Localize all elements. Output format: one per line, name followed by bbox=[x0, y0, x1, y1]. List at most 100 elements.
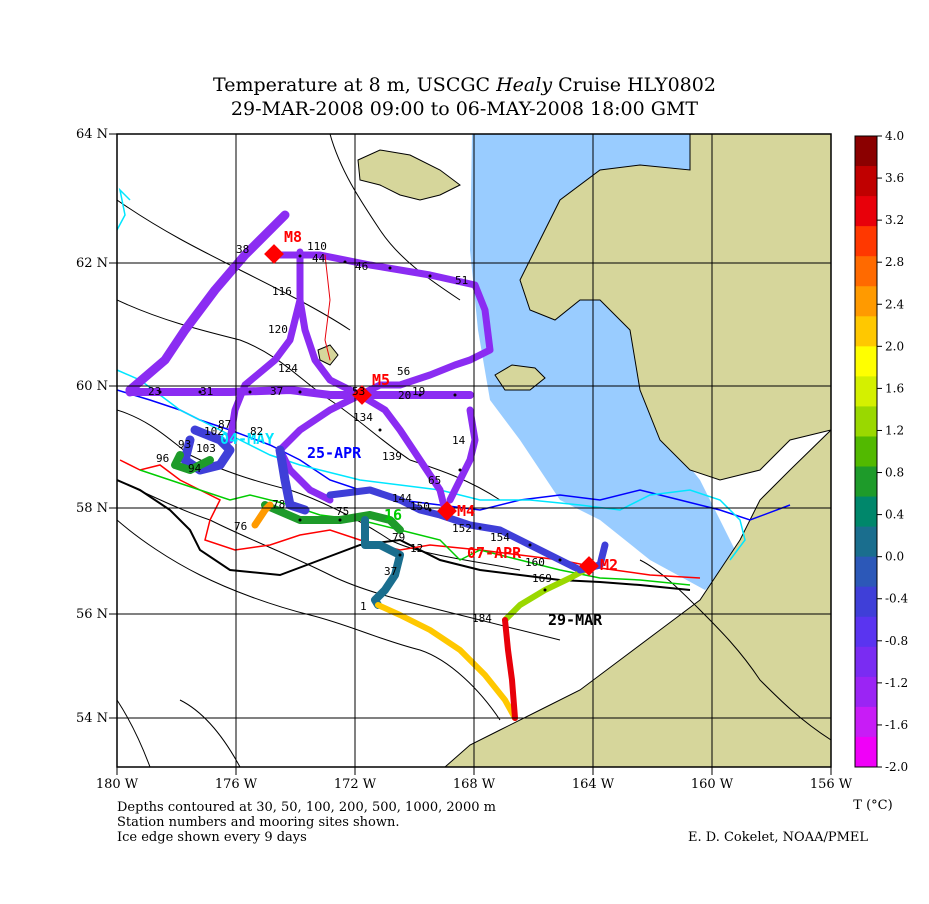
station-label: 19 bbox=[412, 385, 425, 398]
ice-date-07-apr: 07-APR bbox=[467, 544, 522, 562]
station-label: 56 bbox=[397, 365, 410, 378]
track-segment-orange-west bbox=[251, 501, 274, 529]
colorbar-swatch bbox=[855, 736, 877, 768]
station-label: 53 bbox=[352, 385, 365, 398]
depth-contours bbox=[117, 134, 831, 767]
station-label: 65 bbox=[428, 474, 441, 487]
station-label: 144 bbox=[392, 492, 412, 505]
mooring-label-m8: M8 bbox=[284, 228, 302, 246]
station-label: 103 bbox=[196, 442, 216, 455]
station-label: 87 bbox=[218, 418, 231, 431]
colorbar-tick-label: 2.4 bbox=[885, 297, 904, 311]
lon-label: 168 W bbox=[453, 777, 496, 792]
colorbar-tick-label: 3.6 bbox=[885, 171, 904, 185]
mooring-marker-m8[interactable] bbox=[264, 244, 284, 264]
colorbar-swatch bbox=[855, 256, 877, 287]
track-segment-thin-red bbox=[324, 254, 331, 361]
lon-label: 156 W bbox=[810, 777, 853, 792]
lat-label: 54 N bbox=[76, 711, 108, 726]
colorbar-swatch bbox=[855, 706, 877, 738]
colorbar-tick-label: 0.4 bbox=[885, 508, 904, 522]
station-label: 76 bbox=[234, 520, 247, 533]
station-label: 94 bbox=[188, 462, 202, 475]
station-label: 124 bbox=[278, 362, 298, 375]
lat-label: 62 N bbox=[76, 256, 108, 271]
colorbar-tick-label: 4.0 bbox=[885, 129, 904, 143]
map-area bbox=[117, 134, 831, 767]
lat-label: 56 N bbox=[76, 607, 108, 622]
mooring-label-m2: M2 bbox=[600, 556, 618, 574]
colorbar-tick-label: -0.8 bbox=[885, 634, 908, 648]
cruise-track bbox=[125, 210, 609, 721]
footer-stations: Station numbers and mooring sites shown. bbox=[117, 815, 400, 830]
ice-edge-04-may-north bbox=[117, 187, 131, 231]
ice-edge-29-mar bbox=[117, 479, 691, 591]
colorbar-swatch bbox=[855, 616, 877, 648]
colorbar-swatch bbox=[855, 346, 877, 377]
mooring-marker-m5[interactable] bbox=[352, 385, 372, 405]
mooring-marker-m2[interactable] bbox=[579, 556, 599, 576]
track-segment-red-south bbox=[502, 617, 518, 721]
lon-label: 180 W bbox=[96, 777, 139, 792]
colorbar-tick-label: 0.8 bbox=[885, 466, 904, 480]
station-label: 160 bbox=[525, 556, 545, 569]
colorbar-frame bbox=[854, 135, 878, 768]
station-label: 139 bbox=[382, 450, 402, 463]
colorbar-swatch bbox=[855, 406, 877, 437]
colorbar-swatch bbox=[855, 136, 877, 167]
station-label: 51 bbox=[455, 274, 468, 287]
track-segment-purple-line-62n bbox=[271, 251, 494, 399]
ice-date-29-mar: 29-MAR bbox=[548, 611, 603, 629]
alaska-mainland bbox=[519, 134, 831, 481]
station-dots bbox=[158, 254, 562, 592]
nunivak-island bbox=[494, 364, 546, 391]
station-label: 1 bbox=[360, 600, 367, 613]
colorbar-swatch bbox=[855, 556, 877, 588]
colorbar-tick-label: 2.8 bbox=[885, 255, 904, 269]
station-label: 96 bbox=[156, 452, 169, 465]
mooring-markers bbox=[264, 244, 599, 576]
ice-edge-07-apr bbox=[119, 459, 701, 579]
colorbar-swatch bbox=[855, 496, 877, 528]
footer-notes: Depths contoured at 30, 50, 100, 200, 50… bbox=[117, 800, 496, 845]
station-labels: 110 44 46 51 116 120 124 38 37 31 23 134… bbox=[148, 240, 552, 625]
lon-label: 160 W bbox=[691, 777, 734, 792]
graticule bbox=[117, 134, 831, 767]
colorbar-swatch bbox=[855, 226, 877, 257]
colorbar-tick-label: -1.6 bbox=[885, 718, 908, 732]
map-title-line2: 29-MAR-2008 09:00 to 06-MAY-2008 18:00 G… bbox=[230, 98, 699, 120]
footer-credit: E. D. Cokelet, NOAA/PMEL bbox=[688, 830, 869, 845]
ice-date-25-apr: 25-APR bbox=[307, 444, 362, 462]
title-ship-name: Healy bbox=[496, 74, 553, 96]
mooring-marker-m4[interactable] bbox=[437, 501, 457, 521]
station-label: 110 bbox=[307, 240, 327, 253]
station-label: 116 bbox=[272, 285, 292, 298]
ice-date-04-may: 04-MAY bbox=[220, 430, 274, 448]
axis-ticks bbox=[109, 133, 832, 775]
colorbar-tick-label: 1.6 bbox=[885, 381, 904, 395]
station-label: 12 bbox=[410, 542, 423, 555]
lat-label: 64 N bbox=[76, 127, 108, 142]
station-label: 78 bbox=[272, 498, 285, 511]
track-segment-blue-m4 bbox=[326, 486, 604, 574]
colorbar-swatch bbox=[855, 376, 877, 407]
colorbar-tick-label: -0.4 bbox=[885, 592, 909, 606]
mooring-label-m5: M5 bbox=[372, 371, 390, 389]
footer-depths: Depths contoured at 30, 50, 100, 200, 50… bbox=[117, 800, 496, 815]
track-segment-green-west bbox=[171, 451, 214, 474]
colorbar-swatch bbox=[855, 196, 877, 227]
ice-date-16-apr: 16 bbox=[384, 506, 402, 524]
lon-label: 176 W bbox=[215, 777, 258, 792]
lat-label: 60 N bbox=[76, 379, 108, 394]
colorbar-swatch bbox=[855, 676, 877, 708]
station-label: 37 bbox=[270, 385, 283, 398]
colorbar-swatch bbox=[855, 286, 877, 317]
track-segment-purple-east bbox=[446, 406, 479, 504]
track-segment-purple-north bbox=[125, 210, 290, 397]
colorbar-tick-label: 3.2 bbox=[885, 213, 904, 227]
colorbar-unit-label: T (°C) bbox=[853, 798, 892, 813]
track-segment-purple-to-m5 bbox=[296, 296, 449, 514]
station-label: 93 bbox=[178, 438, 191, 451]
title-prefix: Temperature at 8 m, USCGC bbox=[213, 74, 497, 96]
